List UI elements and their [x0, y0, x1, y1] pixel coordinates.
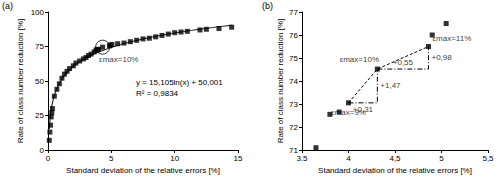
svg-text:75: 75	[289, 54, 298, 63]
svg-text:+0,98: +0,98	[431, 53, 452, 62]
svg-text:+1,47: +1,47	[380, 81, 401, 90]
svg-text:100: 100	[31, 8, 45, 17]
svg-text:+0,55: +0,55	[393, 58, 414, 67]
svg-text:15: 15	[234, 154, 243, 163]
svg-text:50: 50	[35, 77, 44, 86]
svg-text:77: 77	[289, 8, 298, 17]
svg-text:Standard deviation of the rela: Standard deviation of the relative error…	[66, 166, 220, 175]
svg-text:5,5: 5,5	[482, 154, 494, 163]
svg-text:εmax=11%: εmax=11%	[432, 34, 471, 43]
svg-text:εmax=10%: εmax=10%	[99, 55, 138, 64]
svg-text:73: 73	[289, 100, 298, 109]
svg-text:71: 71	[289, 145, 298, 155]
svg-text:Standard deviation of the rela: Standard deviation of the relative error…	[318, 166, 472, 175]
svg-text:72: 72	[289, 123, 298, 132]
svg-text:R² = 0,9834: R² = 0,9834	[136, 89, 179, 98]
svg-text:75: 75	[35, 42, 44, 51]
svg-text:25: 25	[35, 111, 44, 120]
svg-text:5: 5	[109, 154, 114, 163]
svg-text:+0,31: +0,31	[353, 105, 374, 114]
svg-text:y = 15,105ln(x) + 50,001: y = 15,105ln(x) + 50,001	[136, 78, 223, 87]
svg-text:3.5: 3.5	[296, 154, 308, 163]
svg-text:Rate of class number reduction: Rate of class number reduction [%]	[276, 19, 285, 144]
svg-text:4,5: 4,5	[389, 154, 401, 163]
svg-text:76: 76	[289, 31, 298, 40]
svg-text:0: 0	[46, 154, 51, 163]
svg-text:εmax=9%: εmax=9%	[331, 108, 366, 118]
svg-text:Rate of class number reduction: Rate of class number reduction [%]	[16, 19, 25, 144]
svg-text:5: 5	[439, 154, 444, 163]
svg-text:74: 74	[289, 77, 298, 86]
svg-text:(b): (b)	[262, 1, 273, 11]
svg-text:10: 10	[170, 154, 179, 163]
svg-text:0: 0	[40, 146, 45, 155]
svg-text:(a): (a)	[2, 1, 13, 11]
svg-text:εmax=10%: εmax=10%	[340, 55, 379, 64]
svg-text:4: 4	[346, 154, 351, 163]
